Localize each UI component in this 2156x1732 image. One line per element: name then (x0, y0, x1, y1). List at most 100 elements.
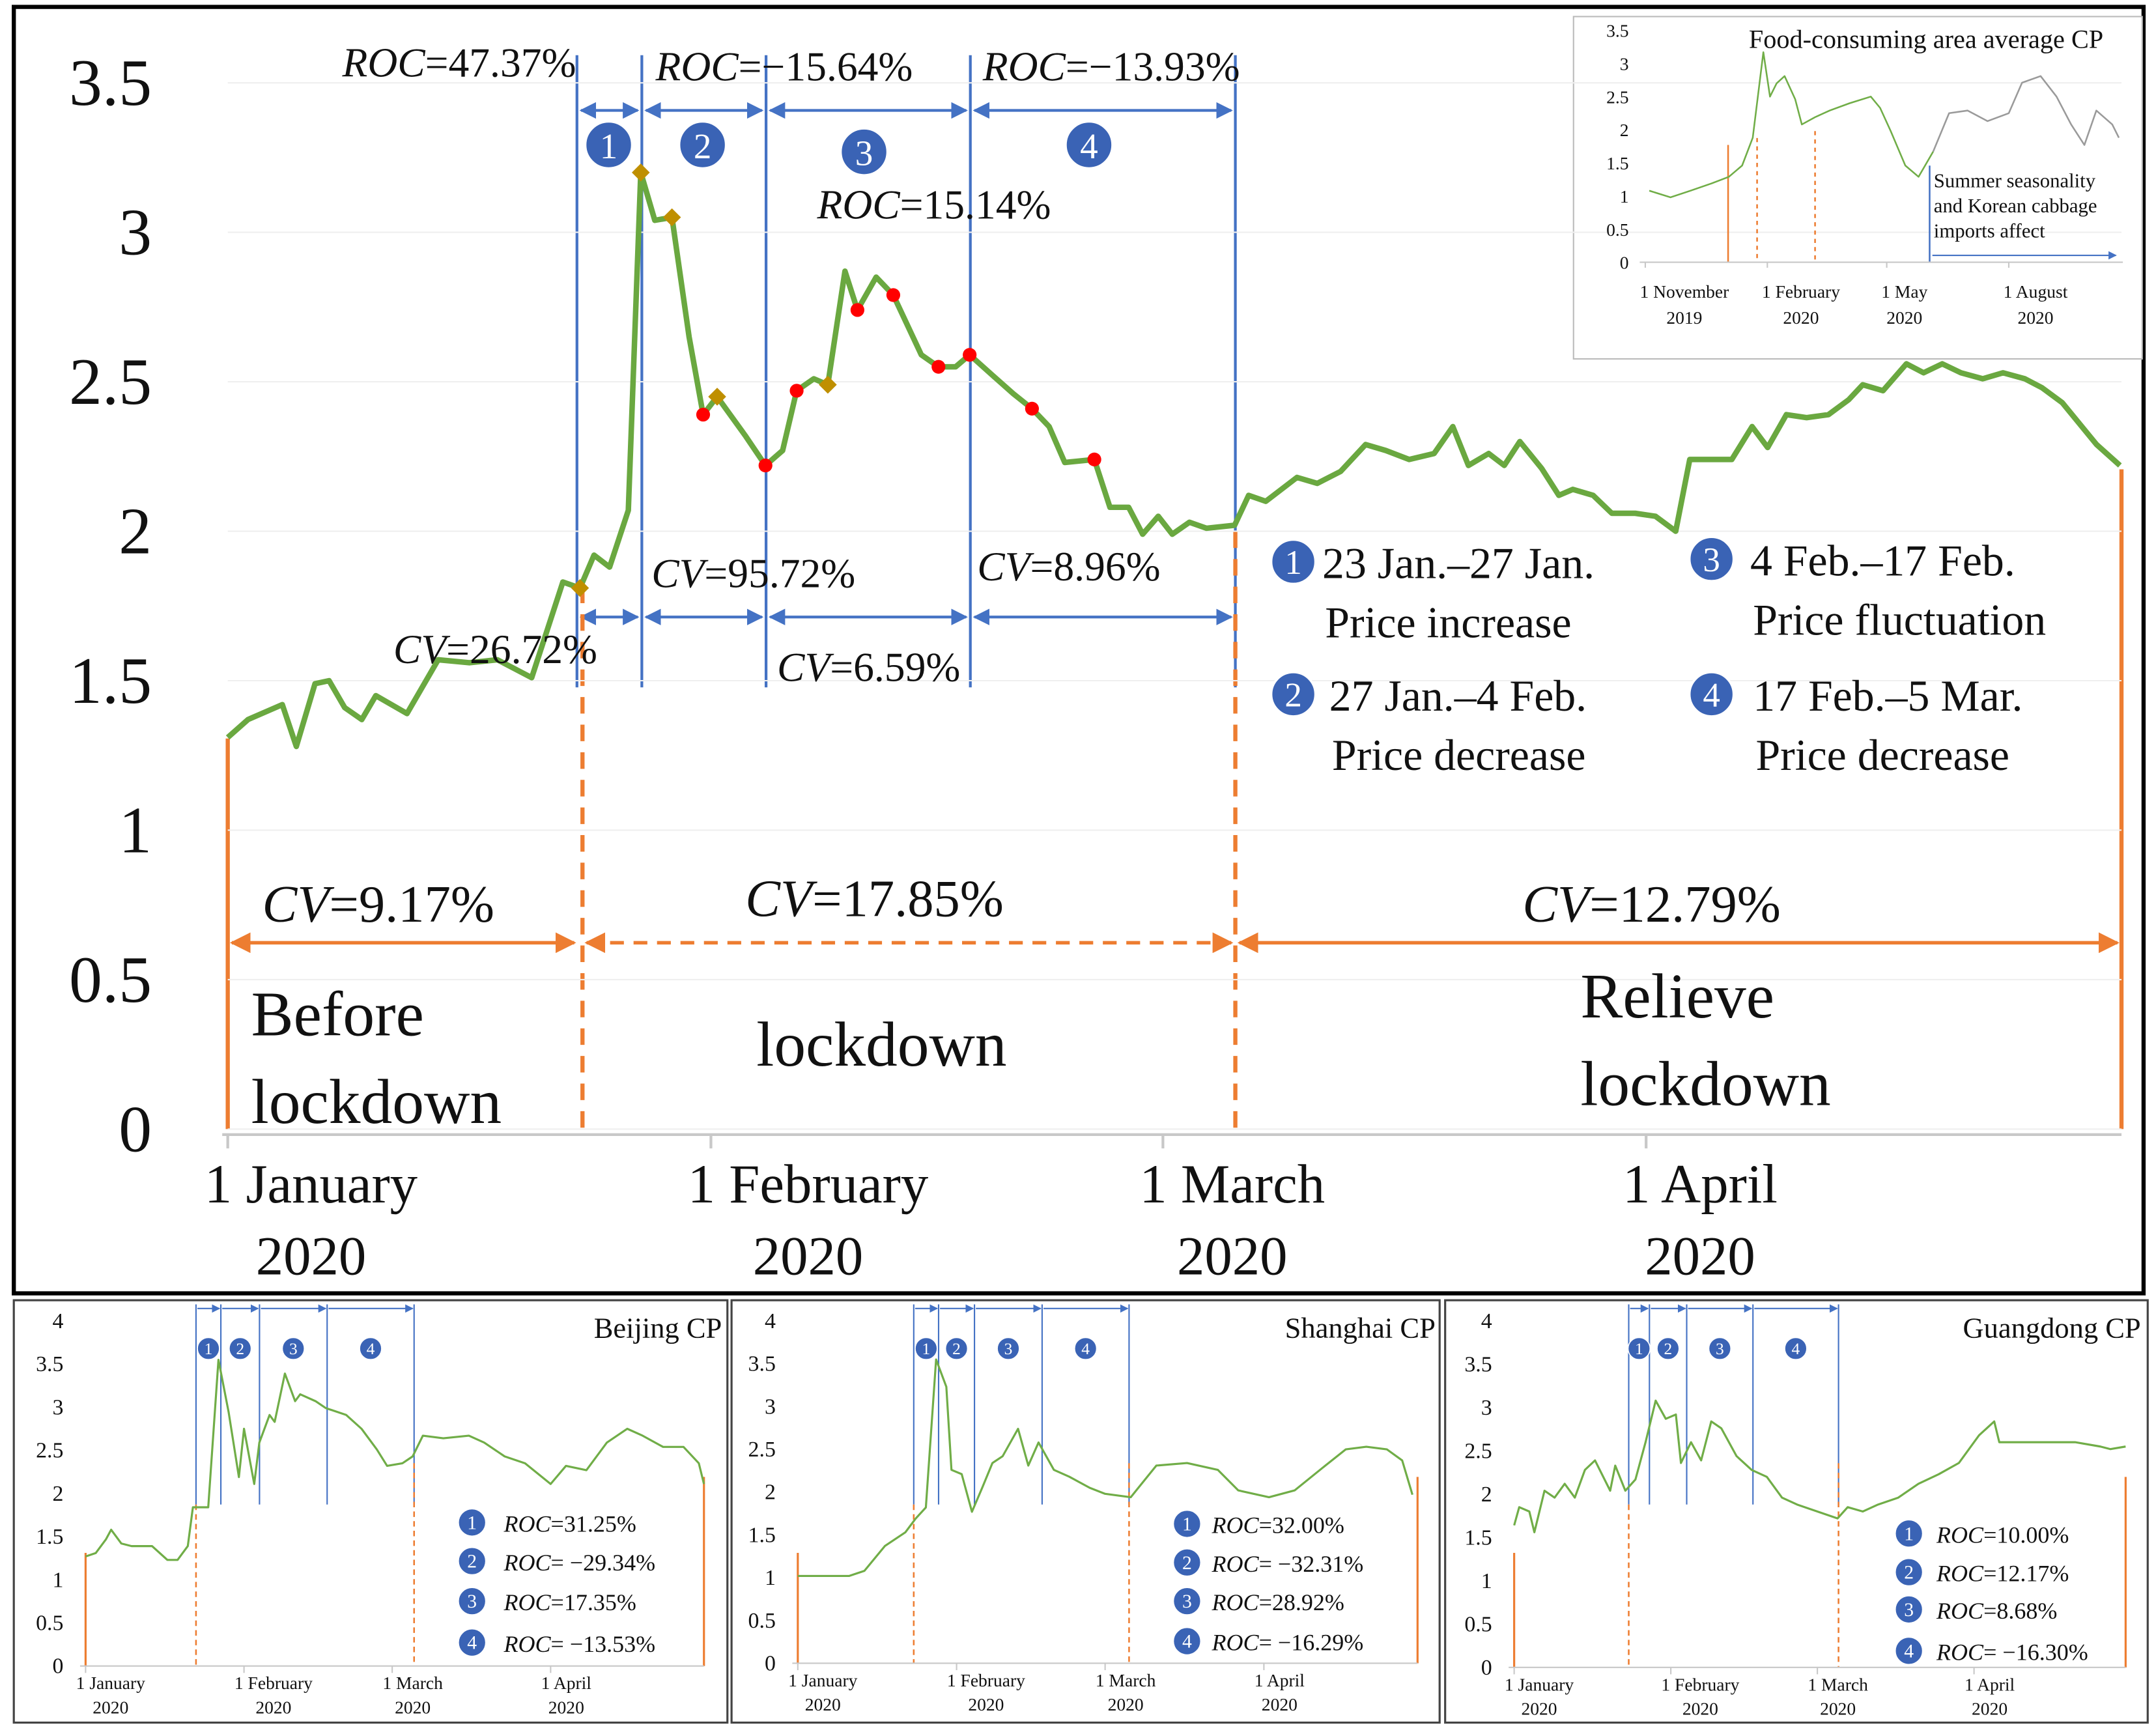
annotation-variable: ROC (1212, 1512, 1260, 1539)
y-tick-label: 3.5 (1464, 1352, 1492, 1376)
annotation: ROC=47.37% (342, 39, 576, 85)
y-tick-label: 2.5 (748, 1438, 776, 1462)
y-tick-label: 3 (1481, 1395, 1492, 1419)
annotation-value: =12.79% (1589, 875, 1781, 933)
y-tick-label: 1 (1620, 186, 1629, 206)
annotation: ROC=28.92% (1212, 1589, 1344, 1615)
annotation-variable: CV (393, 625, 450, 672)
annotation-value: = −32.31% (1259, 1551, 1364, 1577)
annotation: CV=6.59% (777, 644, 960, 690)
annotation-value: =15.14% (900, 181, 1051, 227)
diamond-marker (819, 375, 837, 394)
annotation: ROC=8.68% (1936, 1598, 2057, 1624)
point-marker (696, 407, 711, 422)
phase-number: 3 (1182, 1591, 1192, 1612)
phase-number: 3 (467, 1591, 477, 1612)
phase-number: 4 (1703, 677, 1720, 715)
phase-badge (1172, 1586, 1202, 1616)
x-tick-label: 1 April 2020 (541, 1673, 592, 1717)
phase-badge (457, 1546, 487, 1576)
phase-badge (1627, 1337, 1651, 1361)
x-tick-label: 1 April 2020 (1255, 1669, 1305, 1714)
y-tick-label: 3.5 (748, 1352, 776, 1376)
phase-dates: 4 Feb.–17 Feb. (1750, 536, 2015, 585)
phase-badge (457, 1628, 487, 1657)
point-marker (789, 384, 804, 398)
y-tick-label: 2.5 (1464, 1439, 1492, 1463)
phase-badge (1894, 1519, 1923, 1548)
x-tick-label: 1 March 2020 (1096, 1669, 1156, 1714)
annotation: ROC= −16.29% (1212, 1630, 1364, 1656)
y-tick-label: 2 (765, 1480, 776, 1504)
phase-badge (1894, 1557, 1923, 1587)
x-tick-label: 1 April 2020 (1623, 1154, 1778, 1286)
annotation-variable: ROC (1212, 1551, 1260, 1577)
y-tick-label: 1.5 (69, 644, 152, 718)
y-tick-label: 0 (53, 1654, 64, 1678)
annotation: ROC=31.25% (503, 1511, 636, 1537)
y-tick-label: 3.5 (36, 1352, 63, 1376)
diamond-marker (631, 163, 650, 182)
annotation-variable: CV (777, 644, 834, 690)
phase-badge (1894, 1595, 1923, 1625)
annotation: ROC=17.35% (503, 1589, 636, 1615)
y-tick-label: 3 (119, 195, 152, 269)
phase-badge (944, 1337, 969, 1361)
annotation-value: =8.96% (1030, 543, 1161, 589)
annotation: ROC= −16.30% (1936, 1640, 2088, 1666)
annotation-value: =10.00% (1983, 1522, 2069, 1548)
phase-badge (1073, 1337, 1098, 1361)
phase-number: 4 (1904, 1641, 1914, 1662)
y-tick-label: 3.5 (1606, 20, 1628, 40)
diamond-marker (662, 208, 681, 227)
phase-badge (1708, 1337, 1732, 1361)
phase-number: 4 (467, 1633, 477, 1654)
annotation: ROC=32.00% (1212, 1512, 1344, 1539)
annotation: CV=95.72% (651, 550, 855, 596)
x-tick-label: 1 February 2020 (1762, 281, 1840, 328)
y-tick-label: 1.5 (1606, 153, 1628, 173)
x-tick-label: 1 February 2020 (1661, 1674, 1739, 1718)
phase-number: 2 (236, 1340, 244, 1358)
annotation-value: =32.00% (1259, 1512, 1344, 1539)
y-tick-label: 3.5 (69, 46, 152, 120)
annotation-variable: CV (651, 550, 708, 596)
annotation-value: = −16.30% (1983, 1640, 2088, 1666)
phase-number: 4 (1792, 1340, 1800, 1358)
phase-number: 1 (205, 1340, 213, 1358)
phase-badge (997, 1337, 1020, 1361)
phase-number: 2 (952, 1340, 961, 1358)
phase-badge (1269, 538, 1317, 586)
y-tick-label: 1.5 (1464, 1526, 1492, 1550)
phase-dates: 23 Jan.–27 Jan. (1322, 539, 1595, 588)
phase-badge (457, 1586, 487, 1616)
annotation-variable: ROC (1936, 1598, 1984, 1624)
x-tick-label: 1 May 2020 (1881, 281, 1927, 328)
x-tick-label: 1 January 2020 (788, 1669, 858, 1714)
phase-badge (1064, 120, 1114, 170)
phase-number: 2 (467, 1552, 477, 1572)
annotation-variable: ROC (503, 1511, 551, 1537)
phase-number: 3 (1904, 1600, 1914, 1621)
y-tick-label: 1 (765, 1566, 776, 1590)
phase-dates: 17 Feb.–5 Mar. (1753, 672, 2022, 720)
y-tick-label: 1 (119, 793, 152, 867)
y-tick-label: 2 (53, 1481, 64, 1505)
annotation-value: =−13.93% (1066, 43, 1240, 89)
phase-badge (197, 1337, 220, 1361)
period-label: Relieve lockdown (1580, 961, 1830, 1120)
phase-number: 1 (1182, 1514, 1192, 1535)
phase-badge (228, 1337, 252, 1361)
x-tick-label: 1 March 2020 (1808, 1674, 1868, 1718)
annotation-value: =28.92% (1259, 1589, 1344, 1615)
x-tick-label: 1 August 2020 (2004, 281, 2068, 328)
y-tick-label: 0.5 (36, 1611, 63, 1635)
y-tick-label: 0 (765, 1651, 776, 1675)
phase-number: 4 (1080, 126, 1098, 166)
annotation-value: =17.35% (551, 1589, 636, 1615)
point-marker (1025, 401, 1039, 416)
annotation: ROC=15.14% (816, 181, 1051, 227)
diamond-marker (571, 578, 589, 597)
